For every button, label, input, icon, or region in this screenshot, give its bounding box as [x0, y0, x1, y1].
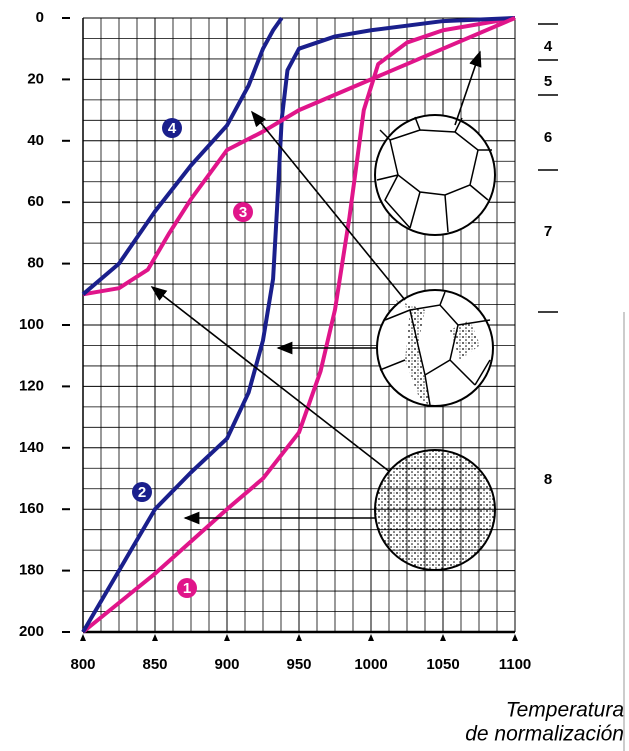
micrograph-mixed — [377, 290, 493, 406]
series-label: 4 — [168, 120, 177, 137]
micrograph-coarse — [375, 115, 495, 235]
x-tick-mark — [152, 634, 158, 641]
x-tick-label: 900 — [214, 656, 239, 673]
x-tick-mark — [80, 634, 86, 641]
x-tick-mark — [368, 634, 374, 641]
x-tick-label: 950 — [286, 656, 311, 673]
zone-label: 6 — [544, 129, 552, 146]
series-line — [83, 18, 282, 294]
x-axis-label: de normalización — [465, 723, 624, 746]
zone-label: 7 — [544, 223, 552, 240]
x-tick-label: 850 — [142, 656, 167, 673]
chart: 800 850 900 950 1000 1050 1100 0 20 40 60 80 100 120 1… — [0, 0, 629, 751]
x-tick-label: 1100 — [499, 656, 532, 673]
zone-label: 5 — [544, 73, 552, 90]
micrograph-fine — [375, 450, 495, 570]
x-tick-mark — [512, 634, 518, 641]
x-tick-mark — [296, 634, 302, 641]
series-label: 1 — [183, 580, 191, 597]
x-tick-label: 800 — [70, 656, 95, 673]
x-axis-label: Temperatura — [506, 699, 624, 722]
zone-label: 4 — [544, 38, 553, 55]
y-tick-label: 60 — [27, 193, 44, 210]
y-tick-label: 200 — [19, 623, 44, 640]
x-tick-mark — [224, 634, 230, 641]
zone-label: 8 — [544, 471, 552, 488]
x-tick-label: 1000 — [354, 656, 387, 673]
y-tick-label: 120 — [19, 377, 44, 394]
y-tick-label: 180 — [19, 562, 44, 579]
series-label: 3 — [239, 204, 247, 221]
y-tick-label: 100 — [19, 316, 44, 333]
y-tick-label: 40 — [27, 132, 44, 149]
y-tick-label: 0 — [36, 9, 44, 26]
x-tick-mark — [440, 634, 446, 641]
y-tick-label: 80 — [27, 255, 44, 272]
y-tick-label: 160 — [19, 500, 44, 517]
series-label: 2 — [138, 484, 146, 501]
y-tick-label: 140 — [19, 439, 44, 456]
x-tick-label: 1050 — [426, 656, 459, 673]
y-tick-label: 20 — [27, 70, 44, 87]
